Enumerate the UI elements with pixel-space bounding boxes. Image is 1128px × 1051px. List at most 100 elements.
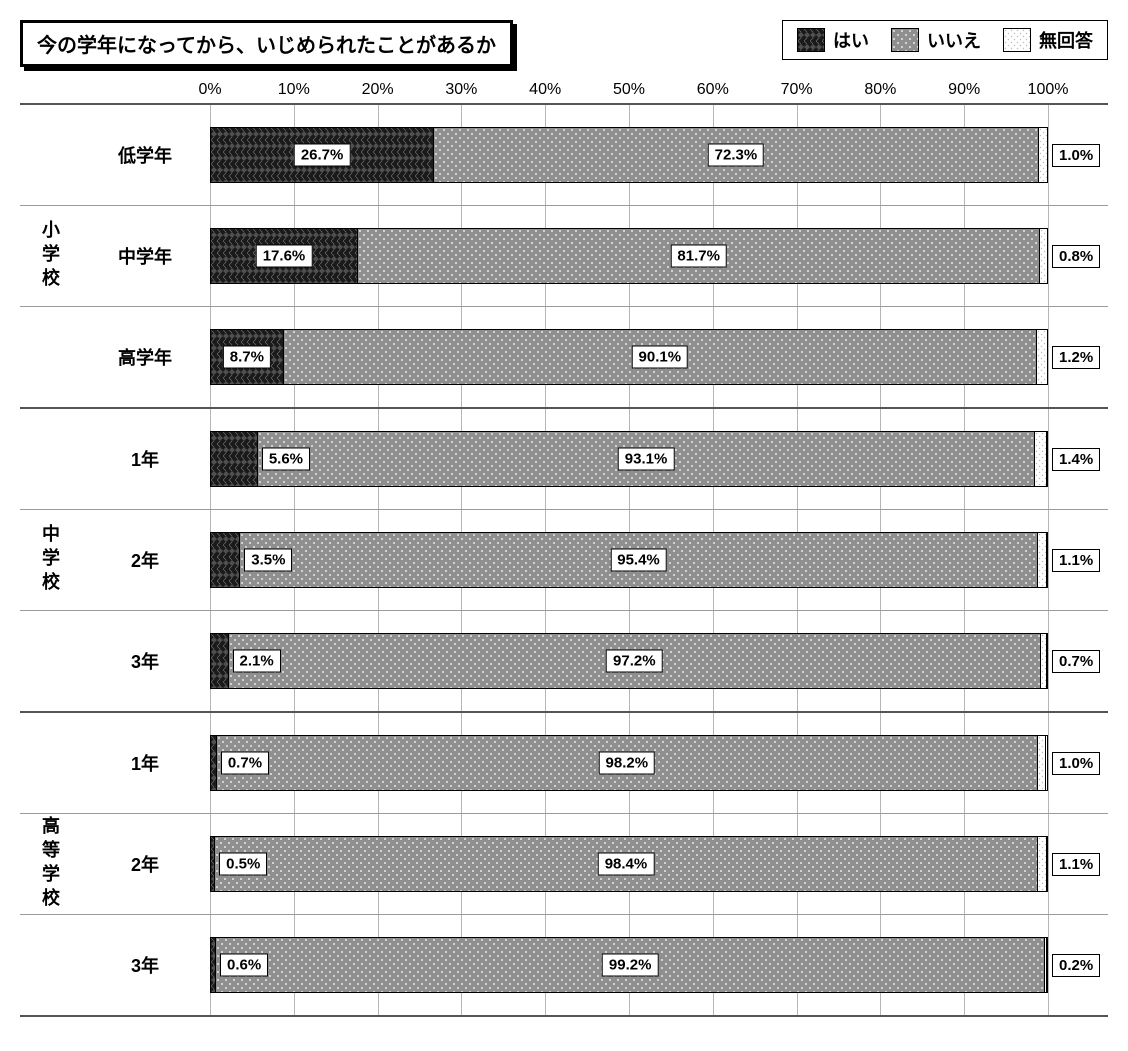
bar-segment-yes: 17.6% bbox=[211, 229, 358, 283]
value-label-na: 0.8% bbox=[1052, 245, 1100, 268]
chart-row: 1年 93.1% 5.6% 1.4% bbox=[20, 407, 1108, 509]
bar-segment-no: 99.2% bbox=[216, 938, 1045, 992]
group-label-cell: 中学校 bbox=[20, 510, 80, 610]
legend-item-no: いいえ bbox=[891, 27, 981, 53]
chart-row: 高学年 8.7% 90.1% 1.2% bbox=[20, 306, 1108, 407]
chart-header: 今の学年になってから、いじめられたことがあるか はいいいえ無回答 bbox=[20, 20, 1108, 67]
value-label-na: 1.4% bbox=[1052, 448, 1100, 471]
value-label-na: 1.0% bbox=[1052, 752, 1100, 775]
bar-cell: 93.1% 5.6% bbox=[210, 409, 1048, 509]
value-label-yes: 17.6% bbox=[256, 245, 313, 268]
bar-track: 93.1% 5.6% bbox=[210, 431, 1048, 487]
bar-segment-na bbox=[1045, 938, 1047, 992]
value-label-na-cell: 1.0% bbox=[1048, 105, 1108, 205]
legend-label: いいえ bbox=[927, 27, 981, 53]
category-label: 中学年 bbox=[80, 206, 210, 306]
chart-container: 今の学年になってから、いじめられたことがあるか はいいいえ無回答 0% 10% 20… bbox=[20, 20, 1108, 1017]
value-label-na-cell: 0.7% bbox=[1048, 611, 1108, 711]
value-label-no: 81.7% bbox=[670, 245, 727, 268]
group-label: 中学校 bbox=[37, 524, 63, 596]
bar-segment-na bbox=[1039, 128, 1047, 182]
value-label-yes: 0.5% bbox=[219, 853, 267, 876]
x-tick-label: 0% bbox=[198, 81, 221, 99]
x-axis-labels: 0%10%20%30%40%50%60%70%80%90%100% bbox=[210, 81, 1048, 103]
category-label: 2年 bbox=[80, 510, 210, 610]
value-label-na-cell: 1.4% bbox=[1048, 409, 1108, 509]
value-label-yes: 5.6% bbox=[262, 448, 310, 471]
x-axis: 0%10%20%30%40%50%60%70%80%90%100% bbox=[20, 81, 1108, 103]
bar-cell: 98.4%0.5% bbox=[210, 814, 1048, 914]
group-label-cell bbox=[20, 915, 80, 1015]
chart-rows: 低学年26.7%72.3%1.0%小学校中学年17.6%81.7%0.8%高学年… bbox=[20, 103, 1108, 1017]
chart-legend: はいいいえ無回答 bbox=[782, 20, 1108, 60]
bar-segment-no: 72.3% bbox=[434, 128, 1038, 182]
value-label-no: 98.2% bbox=[599, 752, 656, 775]
chart-row: 1年98.2%0.7%1.0% bbox=[20, 711, 1108, 813]
category-label: 1年 bbox=[80, 409, 210, 509]
bar-segment-no: 90.1% bbox=[284, 330, 1037, 384]
bar-segment-na bbox=[1041, 634, 1047, 688]
chart-row: 3年99.2%0.6%0.2% bbox=[20, 914, 1108, 1017]
group-label-cell: 高等学校 bbox=[20, 814, 80, 914]
value-label-yes: 0.7% bbox=[221, 752, 269, 775]
legend-swatch-na bbox=[1003, 28, 1031, 52]
value-label-na: 1.2% bbox=[1052, 346, 1100, 369]
category-label: 2年 bbox=[80, 814, 210, 914]
group-label-cell: 小学校 bbox=[20, 206, 80, 306]
bar-track: 99.2%0.6% bbox=[210, 937, 1048, 993]
value-label-no: 93.1% bbox=[618, 448, 675, 471]
bar-segment-no: 98.4% bbox=[215, 837, 1038, 891]
bar-segment-no: 93.1% bbox=[258, 432, 1036, 486]
bar-segment-na bbox=[1037, 330, 1047, 384]
bar-segment-yes bbox=[211, 533, 240, 587]
value-label-na-cell: 1.1% bbox=[1048, 814, 1108, 914]
bar-segment-na bbox=[1038, 837, 1047, 891]
value-label-na: 1.1% bbox=[1052, 549, 1100, 572]
bar-segment-yes bbox=[211, 634, 229, 688]
bar-cell: 17.6% 81.7% bbox=[210, 206, 1048, 306]
x-tick-label: 80% bbox=[864, 81, 896, 99]
legend-swatch-yes bbox=[797, 28, 825, 52]
chart-row: 高等学校2年98.4%0.5%1.1% bbox=[20, 813, 1108, 914]
value-label-no: 99.2% bbox=[602, 954, 659, 977]
bar-cell: 8.7% 90.1% bbox=[210, 307, 1048, 407]
legend-item-na: 無回答 bbox=[1003, 27, 1093, 53]
x-tick-label: 90% bbox=[948, 81, 980, 99]
group-label-cell bbox=[20, 611, 80, 711]
bar-segment-yes: 8.7% bbox=[211, 330, 284, 384]
chart-row: 中学校 2年 95.4% 3.5% 1.1% bbox=[20, 509, 1108, 610]
value-label-na-cell: 1.2% bbox=[1048, 307, 1108, 407]
category-label: 高学年 bbox=[80, 307, 210, 407]
bar-track: 26.7% 72.3% bbox=[210, 127, 1048, 183]
bar-cell: 95.4% 3.5% bbox=[210, 510, 1048, 610]
bar-segment-na bbox=[1035, 432, 1047, 486]
value-label-no: 72.3% bbox=[708, 144, 765, 167]
bar-segment-no: 81.7% bbox=[358, 229, 1040, 283]
bar-cell: 26.7% 72.3% bbox=[210, 105, 1048, 205]
x-tick-label: 30% bbox=[445, 81, 477, 99]
chart-row: 低学年26.7%72.3%1.0% bbox=[20, 103, 1108, 205]
group-label-cell bbox=[20, 713, 80, 813]
value-label-na-cell: 1.1% bbox=[1048, 510, 1108, 610]
group-label-cell bbox=[20, 409, 80, 509]
value-label-no: 95.4% bbox=[610, 549, 667, 572]
bar-segment-no: 95.4% bbox=[240, 533, 1038, 587]
x-tick-label: 10% bbox=[278, 81, 310, 99]
chart-row: 小学校中学年 17.6% 81.7% 0.8% bbox=[20, 205, 1108, 306]
bar-segment-na bbox=[1038, 533, 1047, 587]
value-label-yes: 26.7% bbox=[294, 144, 351, 167]
group-label: 高等学校 bbox=[37, 816, 63, 912]
bar-cell: 97.2%2.1% bbox=[210, 611, 1048, 711]
value-label-yes: 3.5% bbox=[244, 549, 292, 572]
bar-segment-no: 98.2% bbox=[217, 736, 1038, 790]
bar-track: 8.7% 90.1% bbox=[210, 329, 1048, 385]
x-tick-label: 100% bbox=[1028, 81, 1069, 99]
value-label-na: 0.7% bbox=[1052, 650, 1100, 673]
value-label-yes: 2.1% bbox=[233, 650, 281, 673]
x-tick-label: 40% bbox=[529, 81, 561, 99]
value-label-no: 90.1% bbox=[632, 346, 689, 369]
value-label-yes: 8.7% bbox=[223, 346, 271, 369]
bar-track: 98.2% 0.7% bbox=[210, 735, 1048, 791]
bar-segment-yes: 26.7% bbox=[211, 128, 434, 182]
x-tick-label: 20% bbox=[362, 81, 394, 99]
